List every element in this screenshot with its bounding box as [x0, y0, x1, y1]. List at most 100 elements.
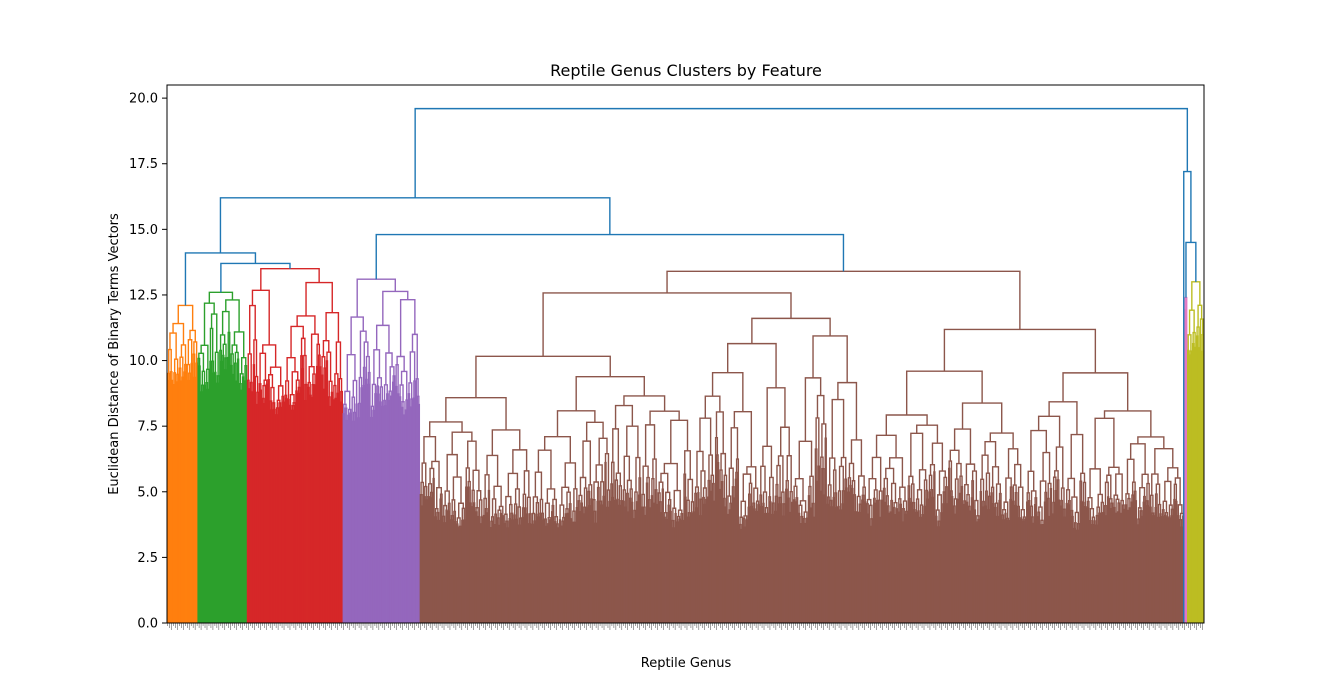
dendrogram-link: [666, 270, 1021, 330]
dendrogram-link: [250, 391, 254, 623]
dendrogram-link: [708, 454, 713, 481]
dendrogram-link: [1074, 511, 1080, 524]
dendrogram-link: [963, 500, 967, 623]
dendrogram-link: [416, 395, 420, 623]
dendrogram-link: [1062, 508, 1066, 623]
dendrogram-link: [910, 501, 913, 623]
dendrogram-link: [1093, 520, 1096, 623]
dendrogram-link: [582, 513, 585, 623]
dendrogram-link: [606, 489, 611, 508]
dendrogram-link: [1170, 508, 1174, 623]
dendrogram-link: [383, 399, 386, 623]
dendrogram-link: [243, 380, 247, 623]
dendrogram-link: [1146, 482, 1150, 623]
dendrogram-link: [803, 511, 808, 519]
dendrogram-link: [937, 526, 940, 623]
dendrogram-link: [1137, 436, 1165, 449]
dendrogram-link: [209, 360, 212, 623]
dendrogram-link: [1122, 508, 1126, 623]
dendrogram-link: [904, 513, 907, 623]
dendrogram-link: [1080, 500, 1083, 623]
dendrogram-link: [919, 504, 924, 518]
dendrogram-link: [534, 471, 543, 500]
dendrogram-link: [751, 317, 831, 344]
dendrogram-link: [1119, 512, 1123, 623]
dendrogram-link: [1125, 493, 1130, 505]
dendrogram-link: [429, 497, 432, 623]
dendrogram-link: [849, 484, 852, 623]
dendrogram-link: [681, 519, 684, 623]
dendrogram-link: [1116, 511, 1120, 623]
dendrogram-link: [650, 495, 654, 623]
dendrogram-link: [1039, 524, 1043, 623]
dendrogram-link: [355, 403, 358, 623]
dendrogram-link: [899, 503, 902, 623]
dendrogram-link: [1142, 501, 1145, 623]
dendrogram-link: [614, 479, 619, 501]
dendrogram-link: [676, 515, 681, 523]
dendrogram-link: [614, 499, 617, 623]
dendrogram-link: [866, 498, 872, 506]
dendrogram-link: [571, 521, 575, 623]
y-tick-label: 7.5: [137, 420, 158, 435]
dendrogram-link: [417, 403, 421, 623]
dendrogram-link: [594, 522, 597, 623]
dendrogram-link: [946, 503, 949, 623]
dendrogram-link: [265, 383, 268, 623]
dendrogram-link: [318, 366, 322, 623]
dendrogram-link: [514, 488, 520, 507]
dendrogram-link: [454, 521, 457, 623]
dendrogram-link: [913, 509, 916, 623]
dendrogram-link: [312, 373, 316, 385]
dendrogram-link: [718, 488, 722, 623]
dendrogram-link: [632, 518, 636, 623]
dendrogram-link: [564, 513, 568, 623]
dendrogram-link: [828, 457, 836, 485]
dendrogram-link: [281, 395, 285, 623]
dendrogram-link: [847, 491, 850, 623]
dendrogram-link: [389, 366, 395, 392]
dendrogram-link: [1108, 498, 1113, 623]
dendrogram-link: [512, 449, 528, 474]
dendrogram-link: [381, 405, 384, 623]
dendrogram-link: [930, 489, 934, 623]
dendrogram-link: [771, 513, 774, 623]
dendrogram-link: [198, 365, 201, 623]
dendrogram-link: [352, 420, 355, 623]
dendrogram-link: [391, 381, 395, 623]
dendrogram-link: [998, 499, 1001, 623]
dendrogram-link: [374, 393, 377, 623]
dendrogram-link: [1024, 518, 1027, 623]
dendrogram-link: [465, 486, 468, 623]
dendrogram-link: [704, 395, 721, 419]
dendrogram-link: [497, 524, 501, 623]
dendrogram-link: [193, 376, 196, 623]
dendrogram-link: [1199, 318, 1204, 623]
dendrogram-link: [764, 512, 767, 623]
dendrogram-link: [398, 396, 402, 623]
dendrogram-link: [533, 520, 536, 623]
dendrogram-link: [432, 477, 435, 623]
dendrogram-link: [224, 357, 228, 623]
dendrogram-link: [1055, 446, 1064, 489]
dendrogram-link: [526, 496, 531, 515]
dendrogram-link: [699, 498, 703, 623]
dendrogram-link: [214, 351, 219, 376]
dendrogram-link: [476, 515, 480, 623]
dendrogram-link: [472, 502, 476, 623]
dendrogram-link: [648, 507, 652, 623]
dendrogram-link: [640, 506, 644, 623]
dendrogram-link: [663, 516, 666, 623]
dendrogram-link: [560, 525, 564, 623]
dendrogram-link: [1026, 492, 1030, 503]
dendrogram-link: [827, 484, 832, 501]
dendrogram-link: [687, 511, 691, 623]
dendrogram-link: [370, 416, 373, 623]
dendrogram-link: [203, 384, 206, 623]
dendrogram-link: [1036, 516, 1040, 623]
dendrogram-link: [998, 492, 1002, 623]
dendrogram-link: [458, 527, 461, 623]
dendrogram-link: [1129, 443, 1146, 475]
dendrogram-link: [230, 364, 233, 623]
dendrogram-link: [192, 353, 196, 623]
